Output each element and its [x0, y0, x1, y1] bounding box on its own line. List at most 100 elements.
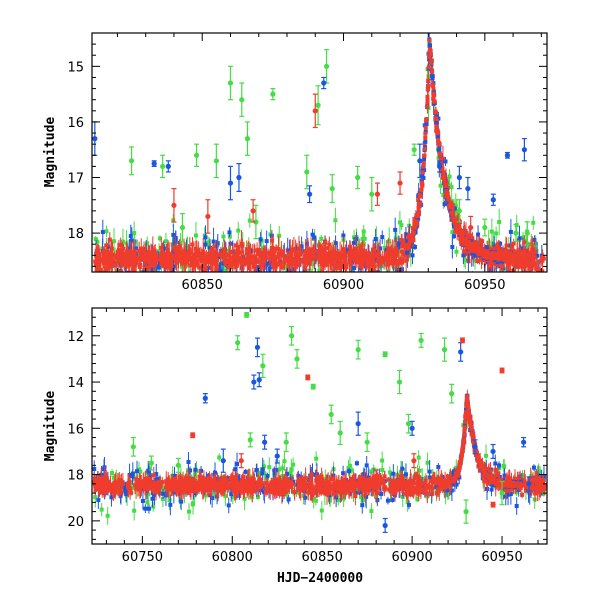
top-red-flare-point: [440, 166, 445, 171]
bottom-green-baseline-point: [520, 473, 525, 478]
top-red-flare-point: [454, 218, 459, 223]
bottom-blue-baseline-point: [226, 503, 231, 508]
top-blue-point-1: [151, 161, 157, 167]
top-red-baseline-point: [364, 257, 369, 262]
top-red-baseline-point: [103, 266, 108, 271]
top-red-baseline-point: [218, 252, 223, 257]
top-red-baseline-point: [154, 258, 159, 263]
top-red-baseline-point: [214, 264, 219, 269]
top-green-baseline-point: [489, 229, 494, 234]
bottom-blue-baseline-point: [229, 492, 234, 497]
top-blue-baseline-point: [304, 241, 309, 246]
top-red-baseline-point: [110, 258, 115, 263]
top-red-baseline-point: [93, 262, 98, 267]
top-blue-baseline-point: [341, 233, 346, 238]
top-green-baseline-point: [193, 297, 197, 301]
top-green-baseline-point: [191, 273, 195, 277]
bottom-red-baseline-point: [292, 490, 297, 495]
top-red-baseline-point: [330, 258, 335, 263]
top-red-point-6: [468, 224, 474, 231]
top-red-baseline-point: [339, 264, 344, 269]
top-red-baseline-point: [344, 262, 349, 267]
bottom-green-baseline-point: [374, 494, 379, 499]
top-blue-baseline-point: [344, 248, 349, 253]
top-red-flare-point: [456, 224, 461, 229]
top-red-baseline-point: [165, 257, 170, 262]
top-blue-baseline-point: [128, 234, 133, 239]
top-red-baseline-point: [340, 255, 345, 260]
bottom-green-baseline-point: [289, 467, 294, 472]
bottom-blue-baseline-point: [96, 498, 101, 503]
bottom-green-baseline-point: [161, 486, 166, 491]
top-red-flare-point: [413, 225, 418, 230]
top-blue-flare-point: [419, 178, 424, 183]
top-red-flare-point: [426, 65, 431, 70]
bottom-blue-baseline-point: [444, 488, 449, 493]
top-red-flare-point: [434, 124, 439, 129]
top-red-baseline-point: [246, 260, 251, 265]
top-red-baseline-point: [139, 253, 144, 258]
bottom-blue-baseline-point: [286, 497, 291, 502]
top-green-baseline-point: [317, 268, 322, 272]
top-green-point-6: [239, 97, 245, 103]
top-red-baseline-point: [258, 254, 263, 259]
bottom-blue-baseline-point: [514, 504, 519, 509]
bottom-blue-baseline-point: [497, 463, 502, 468]
bottom-blue-baseline-point: [508, 492, 513, 497]
bottom-blue-baseline-point: [213, 470, 218, 475]
top-red-baseline-point: [325, 259, 330, 264]
top-red-baseline-point: [281, 253, 286, 258]
top-red-baseline-point: [540, 269, 545, 272]
top-green-point-14: [355, 174, 361, 181]
top-green-point-13: [329, 186, 335, 192]
top-blue-baseline-point: [461, 253, 466, 258]
top-green-baseline-point: [449, 185, 454, 190]
top-red-flare-point: [461, 242, 466, 247]
top-red-baseline-point: [310, 251, 315, 256]
top-green-baseline-point: [219, 266, 224, 271]
top-red-baseline-point: [401, 252, 406, 257]
top-red-baseline-point: [380, 259, 385, 264]
top-red-baseline-point: [258, 260, 263, 265]
bottom-blue-baseline-point: [341, 471, 346, 476]
bottom-green-baseline-point: [242, 496, 247, 501]
top-red-baseline-point: [324, 256, 329, 261]
bottom-blue-baseline-point: [364, 494, 369, 499]
top-red-baseline-point: [525, 258, 530, 263]
top-green-baseline-point: [146, 273, 150, 277]
top-green-baseline-point: [486, 240, 491, 245]
top-green-baseline-point: [441, 193, 446, 198]
top-green-baseline-point: [292, 296, 296, 300]
top-red-baseline-point: [174, 255, 179, 260]
top-red-baseline-point: [251, 262, 256, 267]
top-green-point-1: [160, 163, 166, 169]
top-red-flare-point: [433, 116, 438, 121]
top-green-baseline-point: [362, 236, 367, 241]
bottom-blue-baseline-point: [225, 476, 230, 481]
top-red-flare-point: [512, 258, 517, 263]
top-green-baseline-point: [463, 257, 468, 262]
top-red-baseline-point: [399, 237, 404, 242]
top-blue-baseline-point: [214, 244, 219, 249]
top-red-baseline-point: [95, 259, 100, 264]
top-red-baseline-point: [518, 253, 523, 258]
top-red-flare-point: [426, 78, 431, 83]
top-green-baseline-point: [145, 241, 150, 246]
bottom-green-baseline-point: [311, 497, 316, 502]
bottom-blue-baseline-point: [406, 502, 411, 507]
top-red-flare-point: [422, 153, 427, 158]
top-green-baseline-point: [446, 183, 451, 188]
top-blue-flare-point: [484, 245, 489, 250]
top-red-baseline-point: [131, 268, 136, 272]
bottom-dense-points: [92, 389, 547, 525]
top-red-flare-point: [435, 128, 440, 133]
bottom-green-baseline-point: [289, 474, 294, 479]
top-red-baseline-point: [169, 253, 174, 258]
bottom-green-baseline-point: [319, 508, 324, 513]
top-blue-baseline-point: [352, 266, 357, 271]
top-red-flare-point: [478, 247, 483, 252]
top-red-baseline-point: [235, 255, 240, 260]
bottom-green-baseline-point: [346, 466, 351, 471]
top-red-flare-point: [473, 246, 478, 251]
top-red-baseline-point: [431, 96, 436, 101]
